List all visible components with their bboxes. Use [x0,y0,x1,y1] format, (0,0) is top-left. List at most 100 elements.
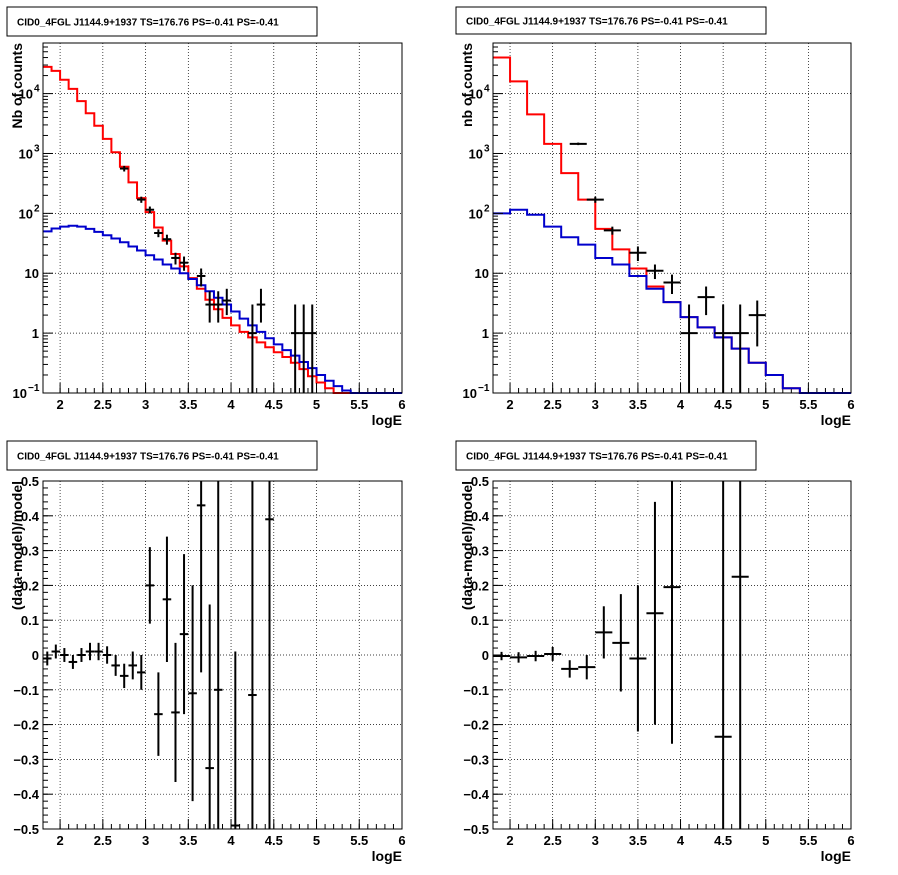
data-point [714,304,732,393]
x-tick-label: 3 [142,833,149,848]
data-point [137,196,146,203]
residual-point [128,651,138,680]
y-tick-label: 10 [19,87,33,102]
y-tick-exponent: −1 [28,383,40,394]
x-tick-label: 5.5 [350,397,368,412]
y-tick-exponent: 3 [34,143,40,154]
y-axis-title: (data-model)/model [9,481,25,610]
data-point [256,288,266,323]
series-model-background-hist [43,224,402,394]
y-tick-label: −0.5 [13,822,39,837]
data-point [213,291,223,323]
residual-point [94,642,103,661]
y-tick-label: 10 [469,146,483,161]
y-tick-label: 0.2 [21,578,39,593]
plot-frame [42,42,403,394]
y-tick-label: 10 [19,206,33,221]
data-point [307,304,317,393]
y-tick-exponent: 2 [34,203,40,214]
y-tick-label: −0.1 [13,683,39,698]
residual-point [578,655,596,680]
x-tick-label: 3.5 [629,833,647,848]
residual-point [248,481,257,829]
chart-panel-2: CID0_4FGL J1144.9+1937 TS=176.76 PS=-0.4… [455,6,855,428]
plot-frame [42,480,403,830]
y-tick-label: 0.3 [471,544,489,559]
series-model-background-hist [493,208,851,394]
residual-point [527,650,545,662]
data-point [663,274,681,295]
x-tick-label: 3.5 [629,397,647,412]
y-tick-exponent: 3 [484,143,490,154]
x-axis-title: logE [372,848,402,864]
residual-point [188,585,197,802]
data-point [145,206,155,214]
residual-point [119,663,129,689]
y-tick-label: −0.1 [463,683,489,698]
y-tick-label: 0.4 [21,509,40,524]
y-axis-title: nb of counts [459,43,475,127]
data-point [205,291,214,323]
x-tick-label: 5.5 [799,397,817,412]
chart-title-box [6,440,318,471]
x-tick-label: 4 [677,397,685,412]
data-point [222,288,232,316]
residual-point [544,646,562,661]
x-tick-label: 2.5 [544,397,562,412]
x-tick-label: 6 [847,397,854,412]
y-tick-label: 0.3 [21,544,39,559]
data-point [586,196,604,203]
data-point [299,304,308,393]
residual-point [51,644,61,659]
residual-point [85,642,95,661]
x-tick-label: 2.5 [94,397,112,412]
x-tick-label: 4.5 [714,397,732,412]
y-tick-label: 10 [463,386,477,401]
y-tick-label: −0.5 [463,822,489,837]
data-point [248,304,257,393]
x-tick-label: 5.5 [350,833,368,848]
y-tick-label: 0.5 [21,474,39,489]
y-tick-label: −0.4 [13,787,39,802]
residual-point [629,585,647,732]
data-point [119,165,129,172]
residual-point [60,648,69,662]
x-tick-label: 3 [592,397,599,412]
residual-point [77,648,86,662]
data-point [731,304,749,393]
y-tick-label: 0.5 [471,474,489,489]
series-model-total-hist [43,65,402,394]
x-tick-label: 3 [592,833,599,848]
y-tick-label: 10 [25,266,39,281]
x-tick-label: 3.5 [179,833,197,848]
chart-title: CID0_4FGL J1144.9+1937 TS=176.76 PS=-0.4… [466,452,728,463]
data-point [646,264,664,280]
series-model-total-hist [493,56,851,394]
y-tick-label: 0.1 [471,613,489,628]
residual-point [612,594,630,692]
data-point [697,286,715,316]
y-tick-label: 0 [482,648,489,663]
x-tick-label: 6 [847,833,854,848]
residual-point [179,554,189,715]
residual-point [595,606,613,659]
data-point [162,234,172,245]
y-tick-label: 0.4 [471,509,490,524]
x-tick-label: 6 [398,397,405,412]
data-point [569,142,587,146]
y-axis-title: (data-model)/model [459,481,475,610]
y-axis-title: Nb of counts [9,43,25,129]
y-tick-label: 0.1 [21,613,39,628]
x-tick-label: 3.5 [179,397,197,412]
chart-title-box [455,6,767,35]
residual-point [265,481,274,829]
x-axis-title: logE [821,412,851,428]
residual-point [663,481,681,744]
chart-title-box [6,6,318,37]
residual-point [493,651,511,661]
y-tick-label: −0.2 [13,718,39,733]
residual-point [646,501,664,725]
residual-point [231,651,240,829]
y-tick-label: −0.3 [13,752,39,767]
residual-point [205,604,214,829]
